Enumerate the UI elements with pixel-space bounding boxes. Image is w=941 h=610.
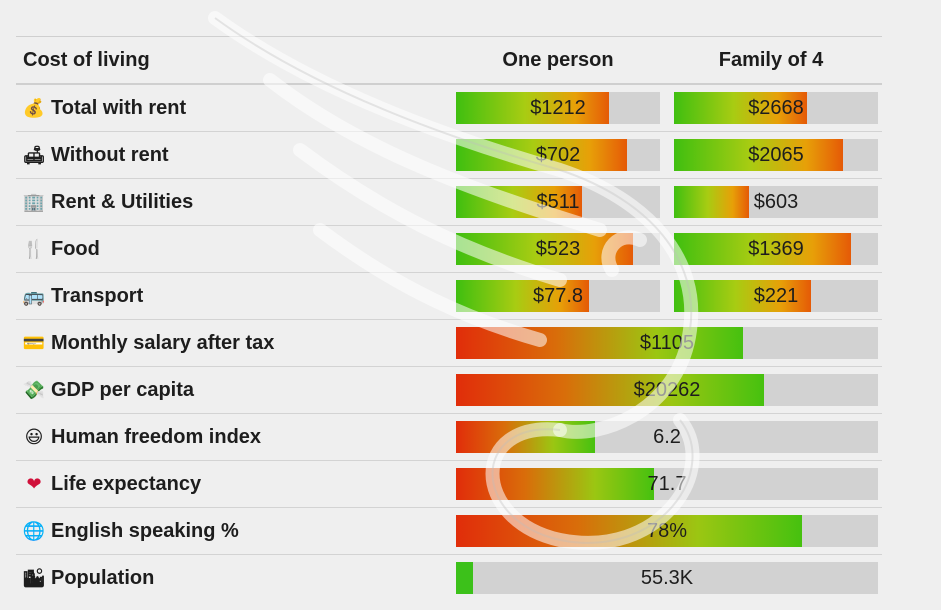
one-person-value: $523: [535, 237, 581, 260]
sofa-icon: 🛋: [22, 145, 46, 165]
bar-fill: [674, 233, 852, 265]
table-row: 💰 Total with rent $1212 $2668: [16, 85, 882, 132]
one-person-value: $1212: [530, 96, 586, 119]
bus-icon: 🚌: [22, 286, 46, 306]
family-value: $221: [753, 284, 799, 307]
table-row: 🌐 English speaking % 78%: [16, 508, 882, 555]
row-label: Rent & Utilities: [51, 190, 194, 213]
one-person-bar: $523: [456, 233, 660, 265]
row-label: Without rent: [51, 143, 169, 166]
wide-bar: 71.7: [456, 468, 878, 500]
one-person-value: $77.8: [532, 284, 584, 307]
table-row: 🍴 Food $523 $1369: [16, 226, 882, 273]
one-person-value: $511: [536, 190, 580, 213]
one-person-bar: $702: [456, 139, 660, 171]
row-label: Total with rent: [51, 96, 187, 119]
row-value: 71.7: [647, 472, 687, 495]
wide-bar: 6.2: [456, 421, 878, 453]
wide-bar: $1105: [456, 327, 878, 359]
smiley-icon: 😃: [24, 427, 44, 447]
table-row: ❤ Life expectancy 71.7: [16, 461, 882, 508]
one-person-bar: $511: [456, 186, 660, 218]
row-label: English speaking %: [51, 519, 239, 542]
wide-bar: $20262: [456, 374, 878, 406]
table-row: 😃 Human freedom index 6.2: [16, 414, 882, 461]
one-person-bar: $1212: [456, 92, 660, 124]
family-bar: $603: [674, 186, 878, 218]
globe-icon: 🌐: [22, 521, 46, 541]
one-person-value: $702: [535, 143, 581, 166]
bar-fill: [674, 139, 844, 171]
family-bar: $2065: [674, 139, 878, 171]
header-one-person: One person: [502, 48, 614, 71]
family-bar: $1369: [674, 233, 878, 265]
fork-knife-icon: 🍴: [22, 239, 46, 259]
family-value: $603: [753, 190, 799, 213]
table-row: 🏢 Rent & Utilities $511 $603: [16, 179, 882, 226]
row-label: Human freedom index: [51, 425, 262, 448]
row-value: $1105: [639, 331, 695, 354]
row-value: 55.3K: [640, 566, 694, 589]
table-row: 💳 Monthly salary after tax $1105: [16, 320, 882, 367]
header-title: Cost of living: [23, 48, 150, 71]
row-value: 78%: [646, 519, 688, 542]
family-value: $1369: [748, 237, 804, 260]
building-icon: 🏢: [22, 192, 46, 212]
credit-card-icon: 💳: [22, 333, 46, 353]
row-label: Transport: [51, 284, 144, 307]
family-bar: $2668: [674, 92, 878, 124]
family-value: $2065: [748, 143, 804, 166]
row-value: 6.2: [653, 425, 681, 448]
family-value: $2668: [748, 96, 804, 119]
table-row: 🏙 Population 55.3K: [16, 555, 882, 601]
table-row: 🛋 Without rent $702 $2065: [16, 132, 882, 179]
header-family: Family of 4: [718, 48, 824, 71]
row-label: Population: [51, 566, 155, 589]
money-wings-icon: 💸: [22, 380, 46, 400]
table-row: 💸 GDP per capita $20262: [16, 367, 882, 414]
wide-bar: 55.3K: [456, 562, 878, 594]
row-label: GDP per capita: [51, 378, 195, 401]
cost-of-living-table: Cost of living One person Family of 4 💰 …: [16, 36, 882, 601]
money-bag-icon: 💰: [22, 98, 46, 118]
row-label: Monthly salary after tax: [51, 331, 275, 354]
row-label: Life expectancy: [51, 472, 202, 495]
table-row: 🚌 Transport $77.8 $221: [16, 273, 882, 320]
bar-fill: [456, 562, 473, 594]
cityscape-icon: 🏙: [22, 568, 46, 588]
table-header: Cost of living One person Family of 4: [16, 36, 882, 85]
row-label: Food: [51, 237, 100, 260]
heart-icon: ❤: [26, 474, 42, 494]
row-value: $20262: [633, 378, 701, 401]
one-person-bar: $77.8: [456, 280, 660, 312]
wide-bar: 78%: [456, 515, 878, 547]
family-bar: $221: [674, 280, 878, 312]
